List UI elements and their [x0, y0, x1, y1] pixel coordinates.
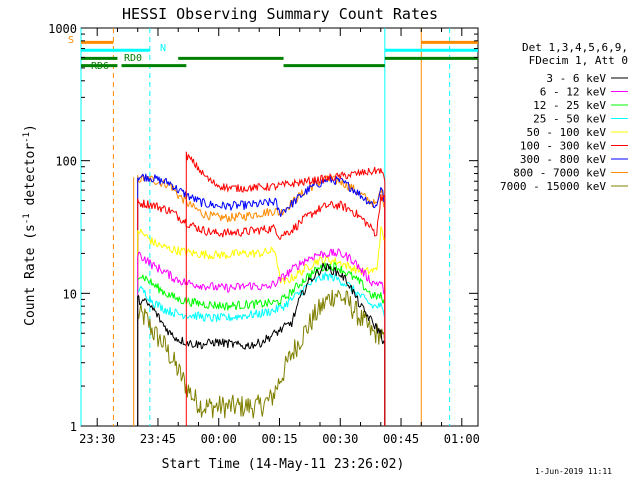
series-line-100-300-kev — [137, 194, 386, 426]
state-label-rd6: RD6 — [91, 61, 109, 72]
legend-header-1: Det 1,3,4,5,6,9, — [522, 41, 628, 54]
x-tick-label: 01:00 — [444, 432, 480, 446]
legend-label: 50 - 100 keV — [527, 126, 607, 139]
chart-title: HESSI Observing Summary Count Rates — [122, 5, 438, 23]
y-tick-label: 1 — [70, 420, 77, 434]
state-bars: S N RD0 RD6 — [68, 35, 478, 72]
legend: Det 1,3,4,5,6,9, FDecim 1, Att 0 3 - 6 k… — [500, 41, 628, 193]
x-tick-label: 23:30 — [79, 432, 115, 446]
x-tick-label: 23:45 — [140, 432, 176, 446]
x-tick-label: 00:45 — [383, 432, 419, 446]
x-axis-label: Start Time (14-May-11 23:26:02) — [162, 457, 405, 472]
state-label-n: N — [160, 43, 166, 54]
footer-timestamp: 1-Jun-2019 11:11 — [535, 467, 612, 476]
vertical-markers — [80, 28, 451, 426]
x-tick-label: 00:15 — [261, 432, 297, 446]
series-line-7000-15000-kev — [137, 289, 386, 426]
legend-header-2: FDecim 1, Att 0 — [529, 54, 628, 67]
plot-frame — [80, 27, 479, 427]
legend-label: 6 - 12 keV — [540, 86, 607, 99]
legend-label: 100 - 300 keV — [520, 140, 606, 153]
x-tick-label: 00:00 — [201, 432, 237, 446]
state-label-s: S — [68, 35, 74, 46]
y-tick-label: 100 — [55, 155, 77, 169]
legend-label: 12 - 25 keV — [533, 99, 606, 112]
state-label-rd0: RD0 — [124, 53, 142, 64]
axis-ticks: 23:30 23:45 00:00 00:15 00:30 00:45 01:00 1 10 10… — [48, 22, 480, 446]
legend-label: 7000 - 15000 keV — [500, 180, 606, 193]
legend-label: 3 - 6 keV — [546, 72, 606, 85]
series-line-12-25-kev — [137, 261, 386, 426]
legend-label: 25 - 50 keV — [533, 113, 606, 126]
x-tick-label: 00:30 — [322, 432, 358, 446]
legend-label: 300 - 800 keV — [520, 153, 606, 166]
y-tick-label: 1000 — [48, 22, 77, 36]
plot-area: S N RD0 RD6 23:30 23:45 00:00 00:15 00:30 00:45 0… — [48, 22, 480, 446]
series-line-50-100-kev — [137, 226, 386, 426]
series-line-3-6-kev — [137, 262, 386, 426]
legend-label: 800 - 7000 keV — [513, 167, 606, 180]
series-line-300-800-kev — [137, 173, 386, 426]
series-line-6-12-kev — [137, 248, 386, 426]
y-tick-label: 10 — [63, 287, 77, 301]
series-layer — [137, 151, 386, 426]
series-line-800-7000-kev — [137, 174, 386, 426]
series-line-25-50-kev — [137, 272, 386, 426]
y-axis-label: Count Rate (s-1 detector-1) — [22, 124, 38, 326]
series-line-100-300-kev-upper — [185, 151, 386, 426]
